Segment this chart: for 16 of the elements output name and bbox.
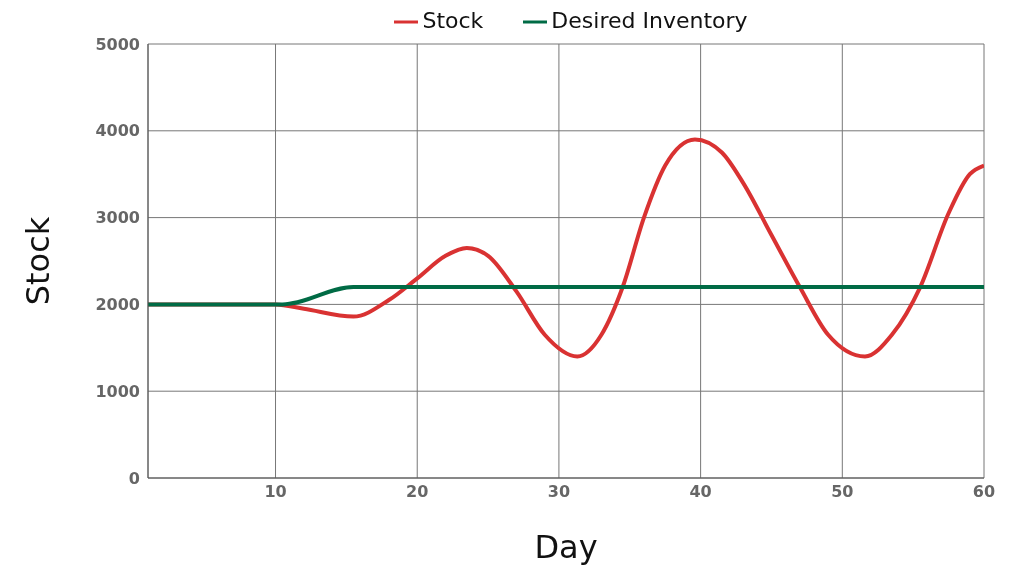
x-tick-label: 10 — [264, 482, 287, 502]
y-tick-label: 2000 — [95, 295, 140, 315]
y-tick-label: 0 — [128, 468, 140, 488]
y-tick-label: 3000 — [95, 208, 140, 228]
x-tick-label: 40 — [689, 482, 712, 502]
legend-label: Desired Inventory — [551, 8, 748, 33]
x-tick-label: 30 — [547, 482, 571, 502]
x-tick-label: 20 — [406, 482, 429, 502]
x-tick-label: 50 — [831, 482, 854, 502]
y-tick-label: 4000 — [95, 121, 140, 141]
x-tick-label: 60 — [972, 482, 996, 502]
y-axis-title: Stock — [19, 216, 58, 306]
y-tick-label: 1000 — [95, 381, 140, 401]
x-axis-title: Day — [534, 528, 598, 566]
legend-label: Stock — [422, 8, 484, 33]
y-tick-label: 5000 — [95, 34, 140, 54]
